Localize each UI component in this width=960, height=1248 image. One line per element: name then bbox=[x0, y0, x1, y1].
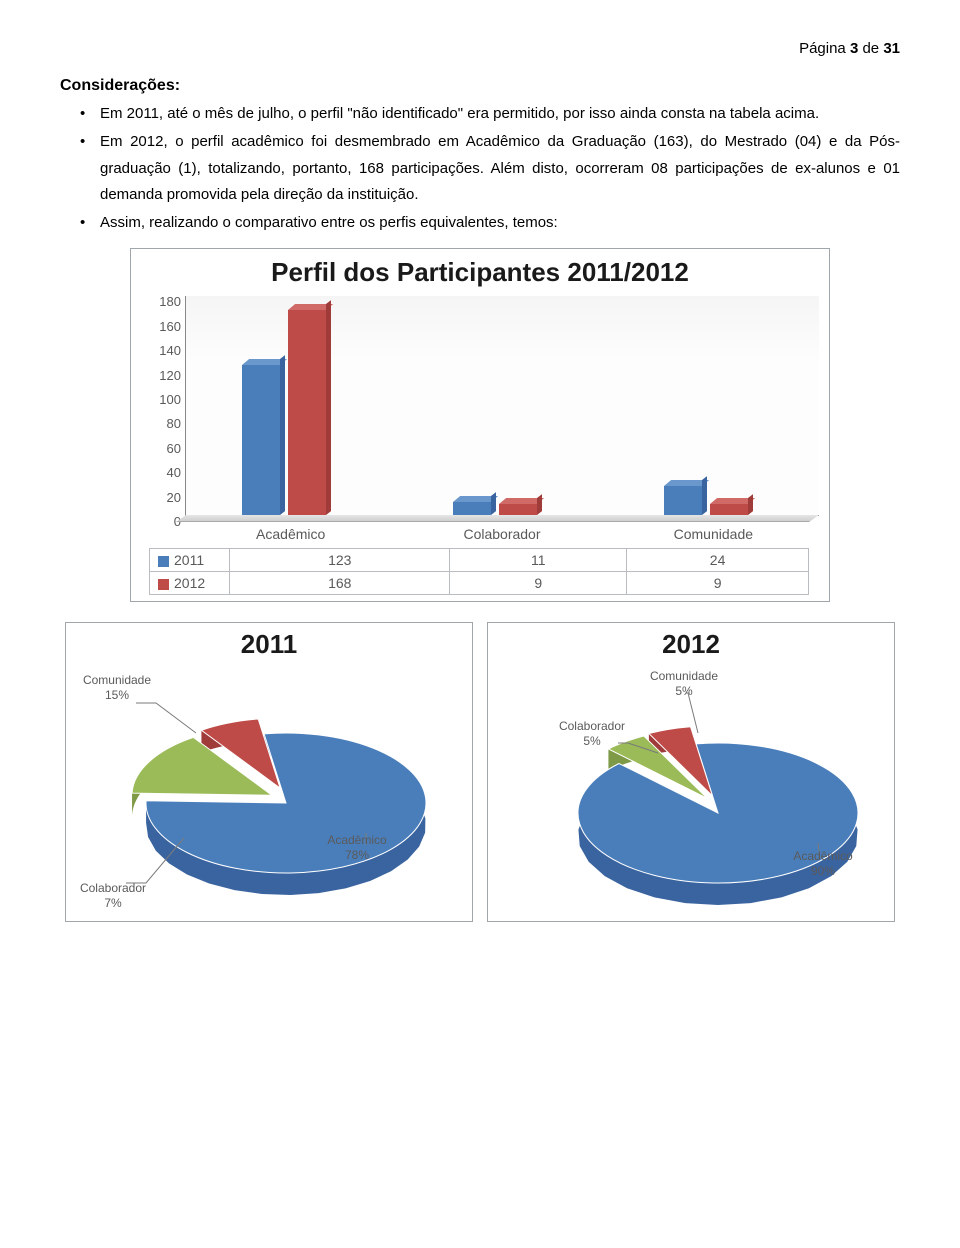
considerations-list: Em 2011, até o mês de julho, o perfil "n… bbox=[60, 101, 900, 236]
page-sep: de bbox=[858, 40, 883, 57]
pie-title-2011: 2011 bbox=[66, 623, 472, 660]
bullet-item: Em 2012, o perfil acadêmico foi desmembr… bbox=[100, 129, 900, 208]
category-label: Comunidade bbox=[608, 526, 819, 542]
bar-chart-title: Perfil dos Participantes 2011/2012 bbox=[141, 257, 819, 288]
legend-cell-2011: 2011 bbox=[150, 549, 230, 572]
pie-chart-2012: 2012 Comunidade 5% Colaborador 5% Acadêm… bbox=[487, 622, 895, 922]
page-number: Página 3 de 31 bbox=[60, 40, 900, 57]
bullet-item: Assim, realizando o comparativo entre os… bbox=[100, 210, 900, 236]
legend-swatch bbox=[158, 556, 169, 567]
table-cell: 9 bbox=[450, 572, 627, 595]
legend-swatch bbox=[158, 579, 169, 590]
category-label: Colaborador bbox=[396, 526, 607, 542]
pie-label-comunidade: Comunidade 5% bbox=[634, 669, 734, 698]
table-cell: 123 bbox=[230, 549, 450, 572]
plot-area bbox=[185, 296, 819, 516]
pie-label-pct: 7% bbox=[104, 896, 121, 910]
legend-cell-2012: 2012 bbox=[150, 572, 230, 595]
pie-label-pct: 5% bbox=[675, 684, 692, 698]
bar bbox=[288, 310, 326, 515]
pie-svg-2012 bbox=[488, 663, 896, 923]
pie-title-2012: 2012 bbox=[488, 623, 894, 660]
page-prefix: Página bbox=[799, 40, 850, 57]
table-cell: 24 bbox=[627, 549, 809, 572]
table-cell: 11 bbox=[450, 549, 627, 572]
legend-label: 2011 bbox=[174, 552, 204, 568]
pie-label-text: Colaborador bbox=[80, 881, 146, 895]
pie-label-text: Acadêmico bbox=[327, 833, 386, 847]
pie-label-text: Colaborador bbox=[559, 719, 625, 733]
pie-label-text: Comunidade bbox=[83, 673, 151, 687]
pie-label-pct: 90% bbox=[811, 864, 835, 878]
pie-label-text: Comunidade bbox=[650, 669, 718, 683]
bar bbox=[242, 365, 280, 515]
pie-label-pct: 15% bbox=[105, 688, 129, 702]
bullet-item: Em 2011, até o mês de julho, o perfil "n… bbox=[100, 101, 900, 127]
pie-label-academico: Acadêmico 78% bbox=[312, 833, 402, 862]
table-cell: 168 bbox=[230, 572, 450, 595]
bar bbox=[664, 486, 702, 515]
chart-floor bbox=[176, 515, 819, 522]
pie-label-academico: Acadêmico 90% bbox=[778, 849, 868, 878]
pie-label-colaborador: Colaborador 7% bbox=[68, 881, 158, 910]
bar bbox=[710, 504, 748, 515]
table-row: 2012 168 9 9 bbox=[150, 572, 809, 595]
pie-label-pct: 5% bbox=[583, 734, 600, 748]
pie-label-comunidade: Comunidade 15% bbox=[72, 673, 162, 702]
pie-label-pct: 78% bbox=[345, 848, 369, 862]
table-row: 2011 123 11 24 bbox=[150, 549, 809, 572]
y-axis: 180 160 140 120 100 80 60 40 20 0 bbox=[141, 296, 185, 516]
bar bbox=[499, 504, 537, 515]
section-title: Considerações: bbox=[60, 77, 900, 95]
page-total: 31 bbox=[883, 40, 900, 57]
table-cell: 9 bbox=[627, 572, 809, 595]
category-label: Acadêmico bbox=[185, 526, 396, 542]
pie-label-text: Acadêmico bbox=[793, 849, 852, 863]
chart-data-table: 2011 123 11 24 2012 168 9 9 bbox=[149, 548, 809, 595]
pie-label-colaborador: Colaborador 5% bbox=[542, 719, 642, 748]
pie-charts-row: 2011 Comunidade 15% Colaborador 7% Acadê… bbox=[60, 622, 900, 922]
legend-label: 2012 bbox=[174, 575, 205, 591]
bar bbox=[453, 502, 491, 515]
pie-chart-2011: 2011 Comunidade 15% Colaborador 7% Acadê… bbox=[65, 622, 473, 922]
bar-chart: Perfil dos Participantes 2011/2012 180 1… bbox=[130, 248, 830, 602]
